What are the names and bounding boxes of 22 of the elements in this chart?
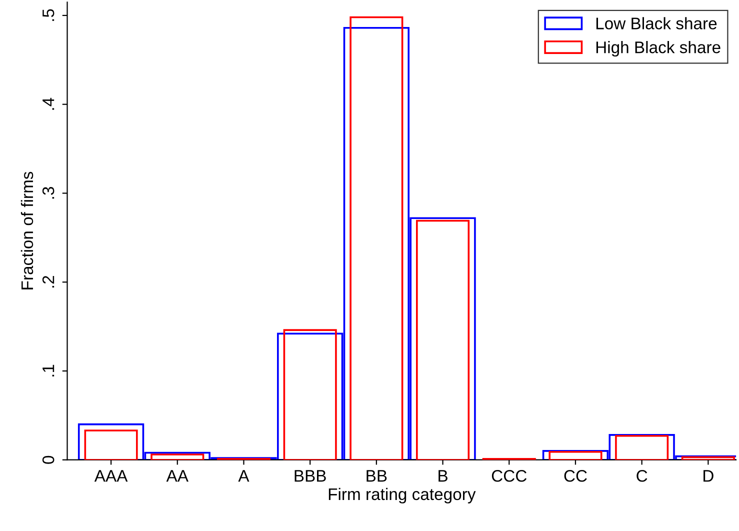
y-tick-label: .5	[42, 9, 54, 21]
x-tick-label: BBB	[294, 470, 326, 482]
y-axis-title: Fraction of firms	[20, 172, 34, 290]
x-axis-title: Firm rating category	[328, 488, 476, 504]
bar	[350, 16, 404, 460]
x-tick-label: CCC	[492, 470, 527, 482]
x-tick-label: D	[704, 470, 714, 482]
x-tick-label: B	[438, 470, 448, 482]
x-tick-label: C	[636, 470, 648, 482]
x-tick-label: AA	[166, 470, 188, 482]
y-tick-label: .2	[42, 276, 54, 288]
legend-label: Low Black share	[596, 17, 717, 30]
bar	[283, 329, 337, 460]
x-tick-label: A	[238, 470, 250, 482]
y-tick-label: .1	[42, 364, 54, 376]
x-tick-label: CC	[564, 470, 587, 482]
y-tick-label: 0	[42, 456, 54, 464]
x-tick-label: BB	[366, 470, 387, 482]
y-tick-label: .3	[42, 186, 54, 199]
x-tick-label: AAA	[94, 470, 128, 482]
y-tick-label: .4	[42, 98, 54, 110]
legend-label: High Black share	[596, 40, 720, 57]
